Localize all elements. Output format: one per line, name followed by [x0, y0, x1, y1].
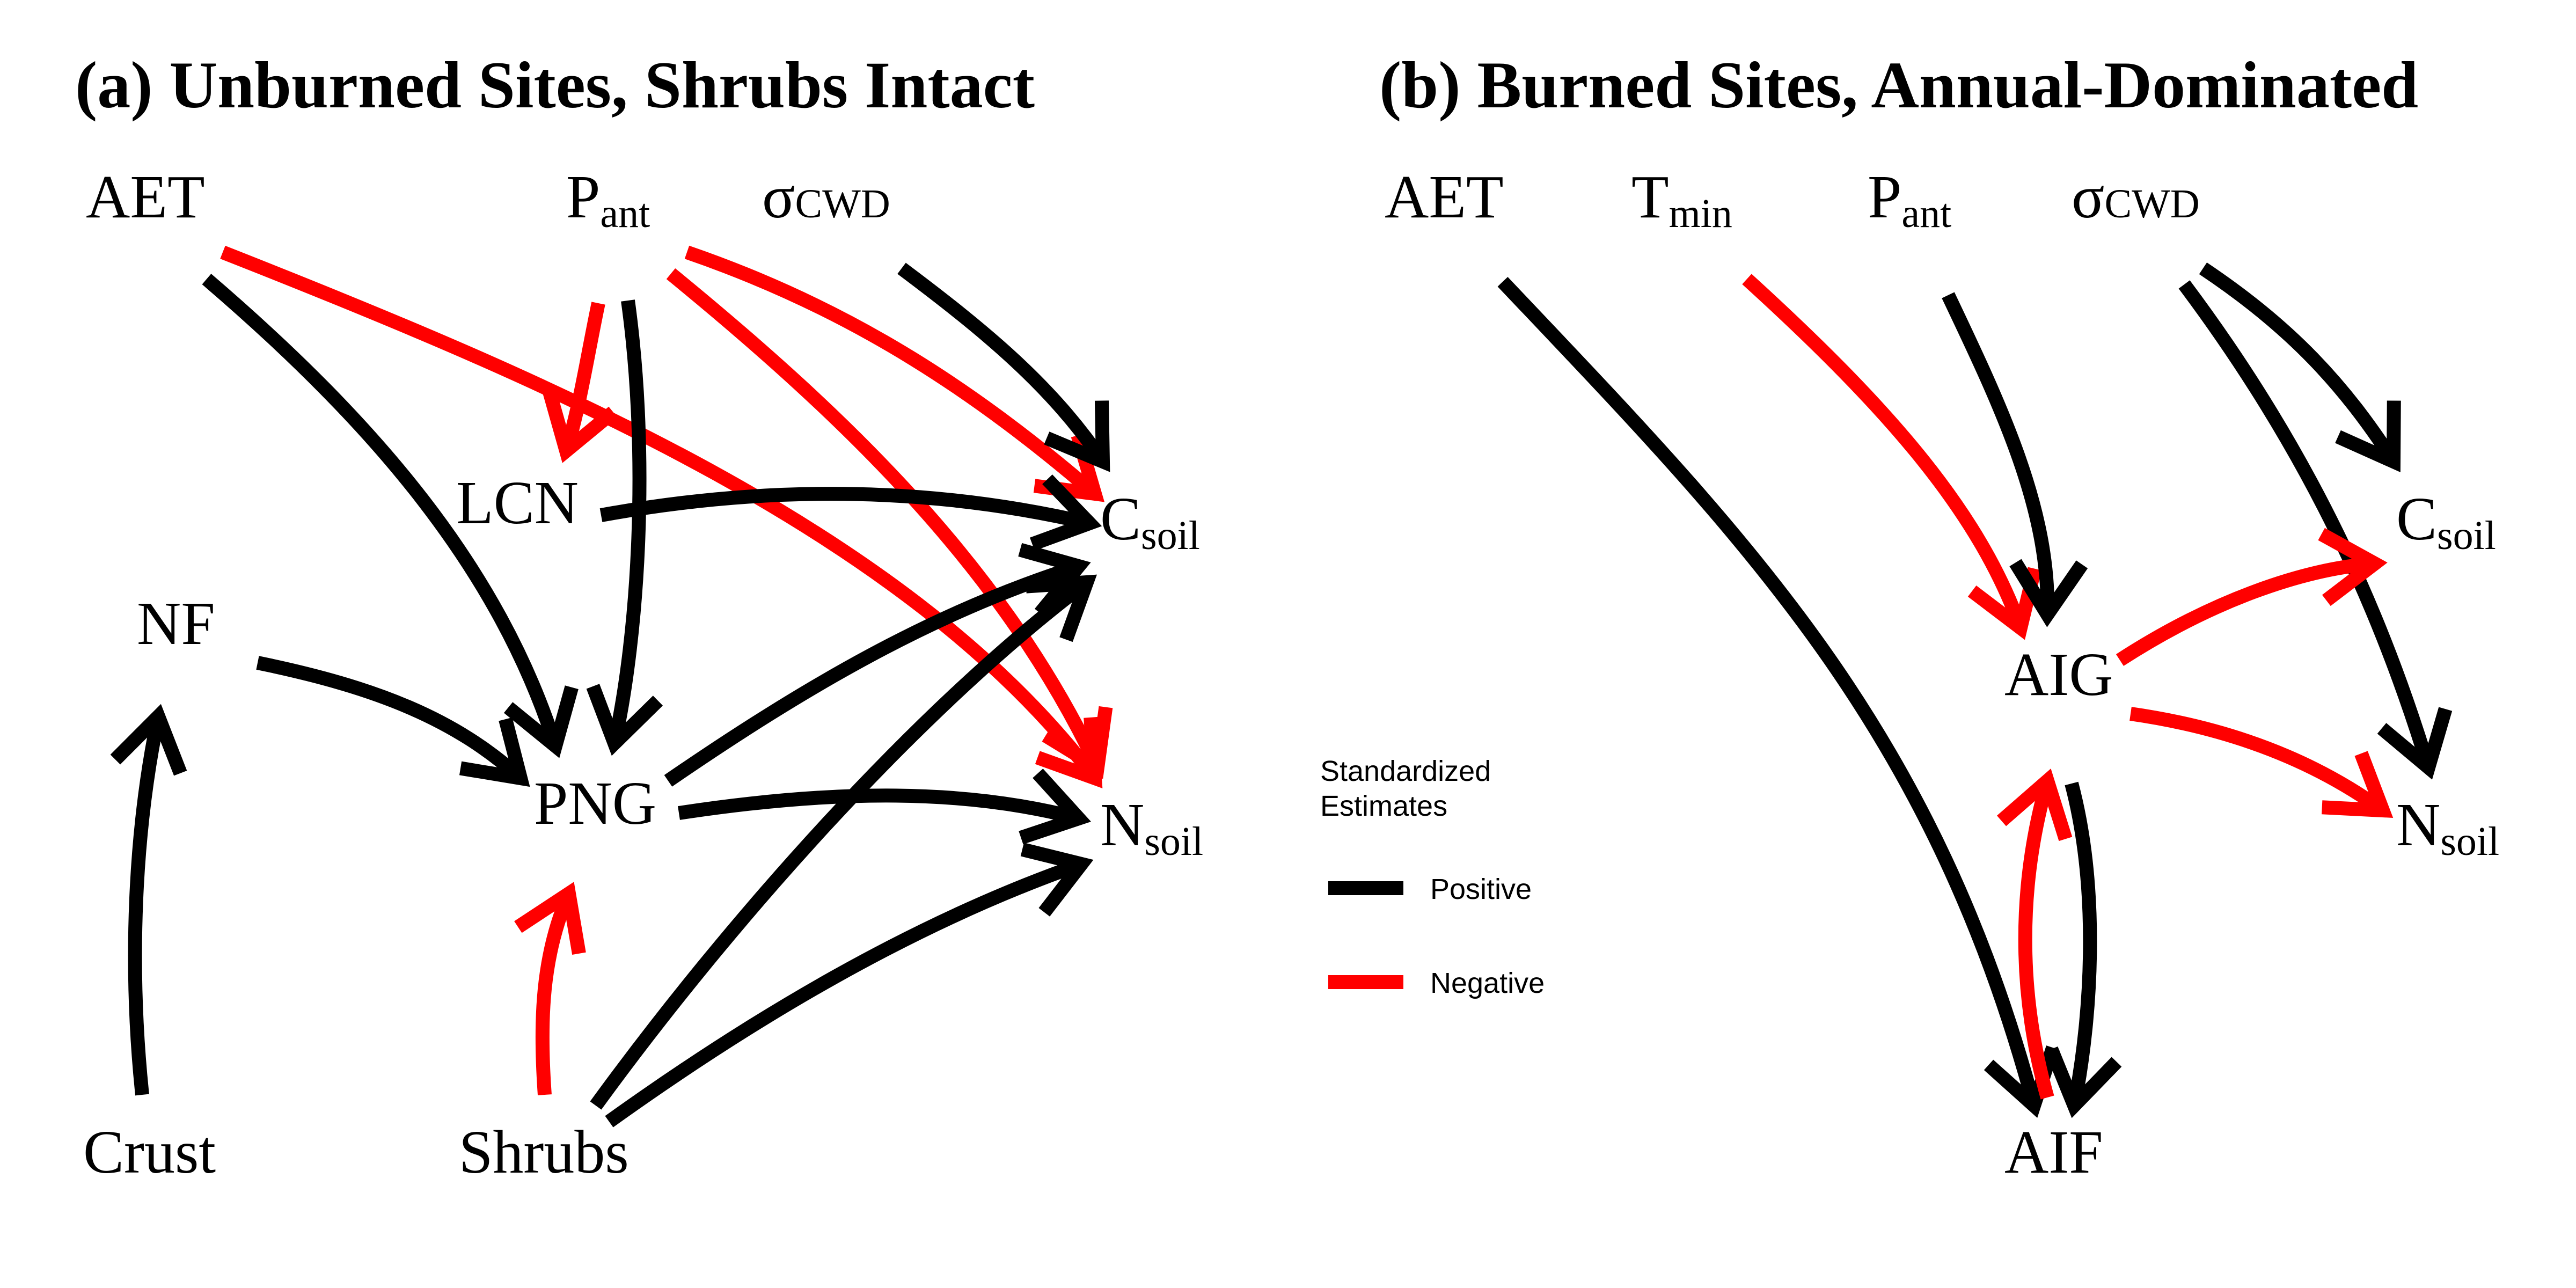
node-b-csoil: Csoil — [2396, 485, 2496, 558]
edge-b-scwd-to-nsoil — [2178, 280, 2435, 770]
edge-b-scwd-to-csoil — [2199, 262, 2399, 466]
legend-title-line2: Estimates — [1320, 790, 1447, 822]
edge-b-aig-to-aif — [2065, 781, 2097, 1107]
node-a-crust: Crust — [83, 1118, 216, 1186]
edge-a-shrubs-to-csoil — [590, 576, 1091, 1110]
edge-a-crust-to-nf-arrowhead — [110, 704, 187, 776]
node-b-nsoil: Nsoil — [2396, 791, 2499, 864]
edge-a-shrubs-to-nsoil-arrowhead — [1020, 843, 1094, 917]
node-b-tmin: Tmin — [1631, 163, 1732, 236]
edge-a-nf-to-png-arrowhead — [459, 717, 530, 787]
edge-a-aet-to-png-arrowhead — [503, 685, 579, 758]
edge-b-aig-to-csoil — [2116, 557, 2375, 666]
node-b-aif: AIF — [2004, 1118, 2103, 1186]
node-b-sigma-cwd: σCWD — [2072, 163, 2200, 231]
edge-b-aig-to-nsoil-arrowhead — [2322, 751, 2394, 818]
node-a-sigma-cwd: σCWD — [762, 163, 890, 231]
edge-b-aif-to-aig-arrowhead — [1996, 769, 2073, 841]
edge-b-scwd-to-nsoil-arrowhead — [2377, 707, 2453, 780]
edge-a-aet-to-png — [202, 274, 562, 748]
edge-a-scwd-to-csoil — [897, 262, 1109, 466]
legend-negative-label: Negative — [1430, 967, 1545, 999]
node-a-nsoil: Nsoil — [1100, 791, 1203, 864]
edge-a-aet-to-nsoil — [220, 245, 1101, 782]
legend-title-line1: Standardized — [1320, 755, 1491, 787]
edge-a-pant-to-lcn-arrowhead — [543, 390, 618, 463]
edge-a-aet-to-nsoil-arrowhead — [1035, 716, 1103, 788]
edge-a-shrubs-to-png — [535, 890, 575, 1095]
edge-a-shrubs-to-nsoil — [605, 857, 1084, 1128]
edge-b-pant-to-aig-arrowhead — [2009, 559, 2088, 627]
edge-b-aig-to-aif-arrowhead — [2045, 1046, 2122, 1118]
edge-a-png-to-nsoil — [678, 788, 1081, 825]
edge-a-nf-to-png — [256, 656, 525, 784]
edge-a-pant-to-lcn — [559, 302, 605, 453]
edge-a-pant-to-png — [608, 299, 647, 745]
panel-b-edges — [1497, 262, 2453, 1118]
node-a-csoil: Csoil — [1100, 485, 1200, 558]
edge-b-aig-to-csoil-arrowhead — [2318, 528, 2388, 606]
edge-b-pant-to-aig — [1942, 292, 2055, 615]
edge-a-shrubs-to-csoil-arrowhead — [1025, 574, 1097, 642]
node-b-aet: AET — [1385, 163, 1504, 231]
edge-a-pant-to-csoil — [684, 245, 1100, 499]
node-a-shrubs: Shrubs — [459, 1118, 629, 1186]
node-a-nf: NF — [137, 589, 215, 657]
node-a-aet: AET — [86, 163, 205, 231]
edge-a-png-to-csoil — [664, 559, 1081, 787]
legend-positive-label: Positive — [1430, 873, 1532, 905]
edge-a-png-to-csoil-arrowhead — [1018, 543, 1091, 618]
edge-b-aif-to-aig — [2018, 779, 2054, 1100]
panel-a-title: (a) Unburned Sites, Shrubs Intact — [75, 48, 1035, 122]
node-b-pant: Pant — [1868, 163, 1951, 236]
edge-a-lcn-to-csoil — [599, 487, 1091, 530]
edge-b-scwd-to-csoil-arrowhead — [2335, 400, 2401, 473]
edge-a-crust-to-nf — [128, 715, 165, 1096]
edge-b-aig-to-nsoil — [2129, 707, 2387, 816]
node-a-png: PNG — [534, 769, 656, 837]
edge-a-scwd-to-csoil-arrowhead — [1044, 400, 1110, 472]
node-a-lcn: LCN — [456, 469, 579, 537]
panel-a-edges — [110, 245, 1113, 1128]
edge-a-pant-to-png-arrowhead — [586, 684, 663, 756]
legend: Standardized Estimates Positive Negative — [1320, 755, 1545, 999]
edge-b-tmin-to-aig — [1742, 274, 2028, 631]
edge-a-png-to-nsoil-arrowhead — [1019, 769, 1092, 845]
node-a-pant: Pant — [566, 163, 650, 236]
panel-b-nodes: AET Tmin Pant σCWD Csoil AIG Nsoil AIF — [1385, 163, 2499, 1186]
edge-a-lcn-to-csoil-arrowhead — [1029, 474, 1102, 551]
panel-b-title: (b) Burned Sites, Annual-Dominated — [1379, 48, 2418, 122]
edge-b-aet-to-aif — [1497, 277, 2041, 1108]
edge-a-pant-to-nsoil-arrowhead — [1042, 706, 1113, 779]
edge-a-shrubs-to-png-arrowhead — [514, 882, 586, 955]
node-b-aig: AIG — [2004, 640, 2113, 708]
panel-a-nodes: AET Pant σCWD LCN NF PNG Csoil Nsoil Cru… — [83, 163, 1203, 1186]
